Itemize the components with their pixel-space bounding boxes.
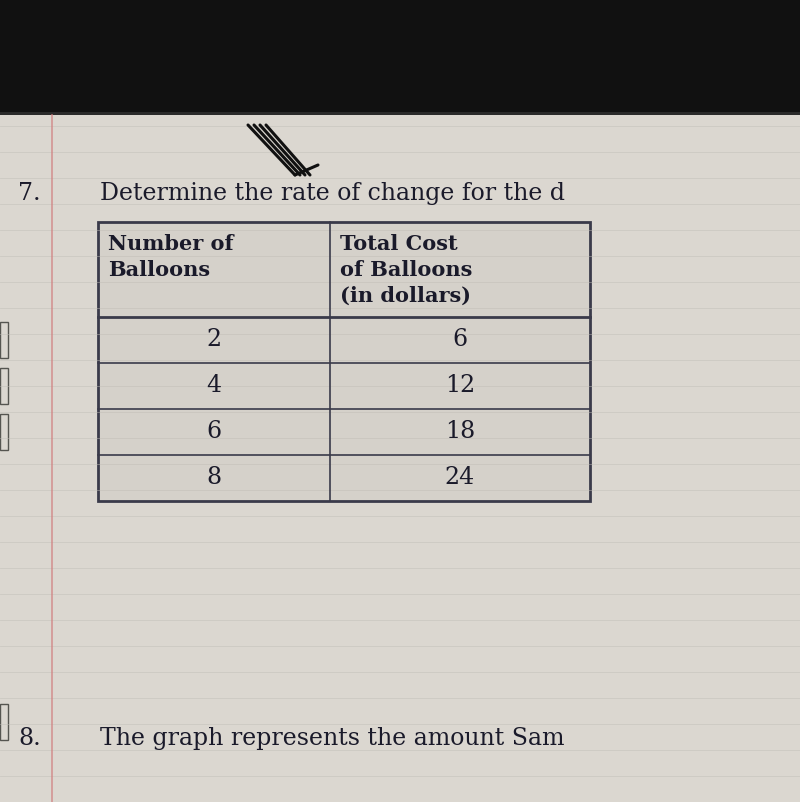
Text: 12: 12	[445, 375, 475, 398]
Text: 6: 6	[453, 329, 467, 351]
Bar	[0, 322, 8, 358]
Text: 6: 6	[206, 420, 222, 444]
Text: 7.: 7.	[18, 182, 41, 205]
Bar	[0, 0, 800, 115]
Text: 4: 4	[206, 375, 222, 398]
Text: Determine the rate of change for the d: Determine the rate of change for the d	[100, 182, 565, 205]
Bar	[0, 112, 800, 130]
Text: 18: 18	[445, 420, 475, 444]
Bar	[0, 704, 8, 740]
Bar	[0, 368, 8, 404]
Bar	[0, 115, 800, 802]
Text: 24: 24	[445, 467, 475, 489]
Text: 2: 2	[206, 329, 222, 351]
Bar	[98, 222, 590, 501]
Text: Balloons: Balloons	[108, 260, 210, 280]
Text: of Balloons: of Balloons	[340, 260, 472, 280]
Bar	[0, 414, 8, 450]
Text: Total Cost: Total Cost	[340, 234, 458, 254]
Text: 8.: 8.	[18, 727, 41, 750]
Text: Number of: Number of	[108, 234, 234, 254]
Bar	[98, 222, 590, 501]
Text: The graph represents the amount Sam: The graph represents the amount Sam	[100, 727, 565, 750]
Text: (in dollars): (in dollars)	[340, 286, 471, 306]
Text: 8: 8	[206, 467, 222, 489]
